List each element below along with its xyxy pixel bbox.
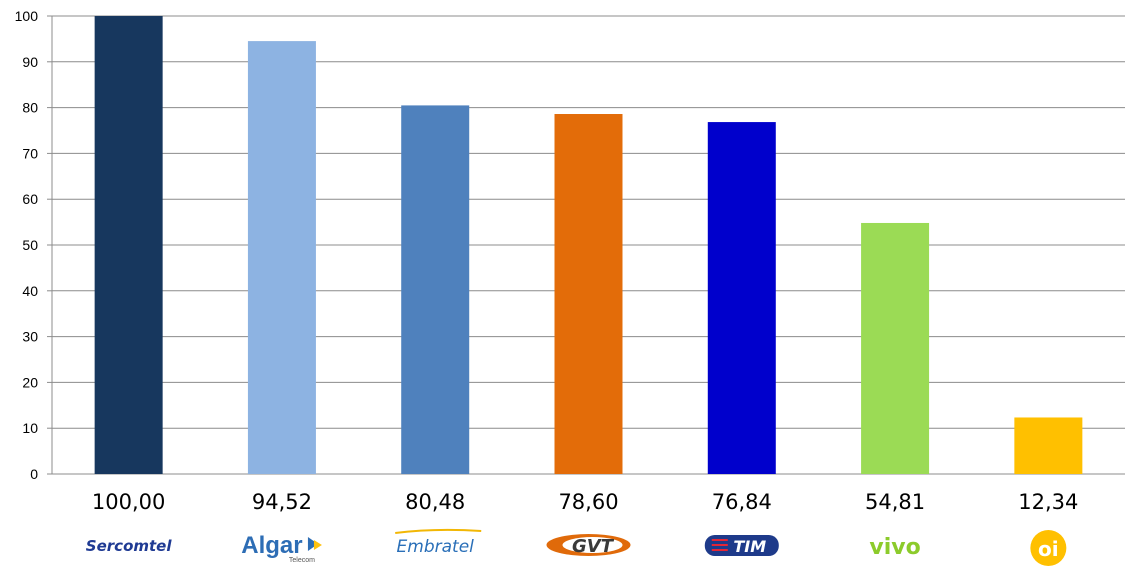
data-label: 78,60 xyxy=(558,490,618,514)
logo-text: oi xyxy=(1038,537,1059,561)
data-label: 80,48 xyxy=(405,490,465,514)
logo-oi: oi xyxy=(1030,530,1067,566)
data-label: 12,34 xyxy=(1018,490,1078,514)
bar-oi xyxy=(1014,417,1083,474)
y-tick-label: 30 xyxy=(22,329,38,345)
y-tick-label: 10 xyxy=(22,420,38,436)
play-arrow-accent-icon xyxy=(313,540,322,550)
data-label: 54,81 xyxy=(865,490,925,514)
bar-vivo xyxy=(861,222,930,474)
logo-text: vivo xyxy=(869,535,920,560)
data-label: 76,84 xyxy=(712,490,772,514)
y-tick-label: 100 xyxy=(15,8,39,24)
logo-text: TIM xyxy=(733,537,766,556)
y-tick-label: 90 xyxy=(22,54,38,70)
logo-embratel: Embratel xyxy=(395,528,482,557)
logo-tim: TIM xyxy=(704,535,779,556)
logo-text: Sercomtel xyxy=(86,537,173,555)
bar-sercomtel xyxy=(94,16,163,474)
y-tick-label: 40 xyxy=(22,283,38,299)
y-tick-label: 20 xyxy=(22,374,38,390)
bar-algar xyxy=(247,41,316,475)
bar-embratel xyxy=(401,105,470,474)
logo-inner-icon xyxy=(562,537,623,553)
bar-gvt xyxy=(554,114,623,475)
y-tick-label: 80 xyxy=(22,100,38,116)
y-tick-label: 70 xyxy=(22,145,38,161)
logo-text: Embratel xyxy=(397,537,475,557)
y-tick-label: 0 xyxy=(30,466,38,482)
play-arrow-icon xyxy=(307,537,318,551)
logo-text: GVT xyxy=(572,536,615,557)
logo-text: Algar xyxy=(241,532,302,559)
y-tick-label: 50 xyxy=(22,237,38,253)
y-axis-ticks: 0 10 20 30 40 50 60 70 80 90 100 xyxy=(15,8,39,482)
logo-vivo: vivo xyxy=(869,535,920,560)
data-labels: 100,00 94,52 80,48 78,60 76,84 54,81 12,34 xyxy=(92,490,1079,514)
data-label: 100,00 xyxy=(92,490,165,514)
logo-subtext: Telecom xyxy=(289,557,315,564)
logo-gvt: GVT xyxy=(546,534,631,557)
data-label: 94,52 xyxy=(252,490,312,514)
swoosh-icon xyxy=(395,528,482,534)
bars xyxy=(94,16,1083,475)
y-tick-label: 60 xyxy=(22,191,38,207)
logo-circle-icon xyxy=(1030,530,1067,566)
bar-tim xyxy=(707,122,776,474)
logo-sercomtel: Sercomtel xyxy=(86,537,173,555)
